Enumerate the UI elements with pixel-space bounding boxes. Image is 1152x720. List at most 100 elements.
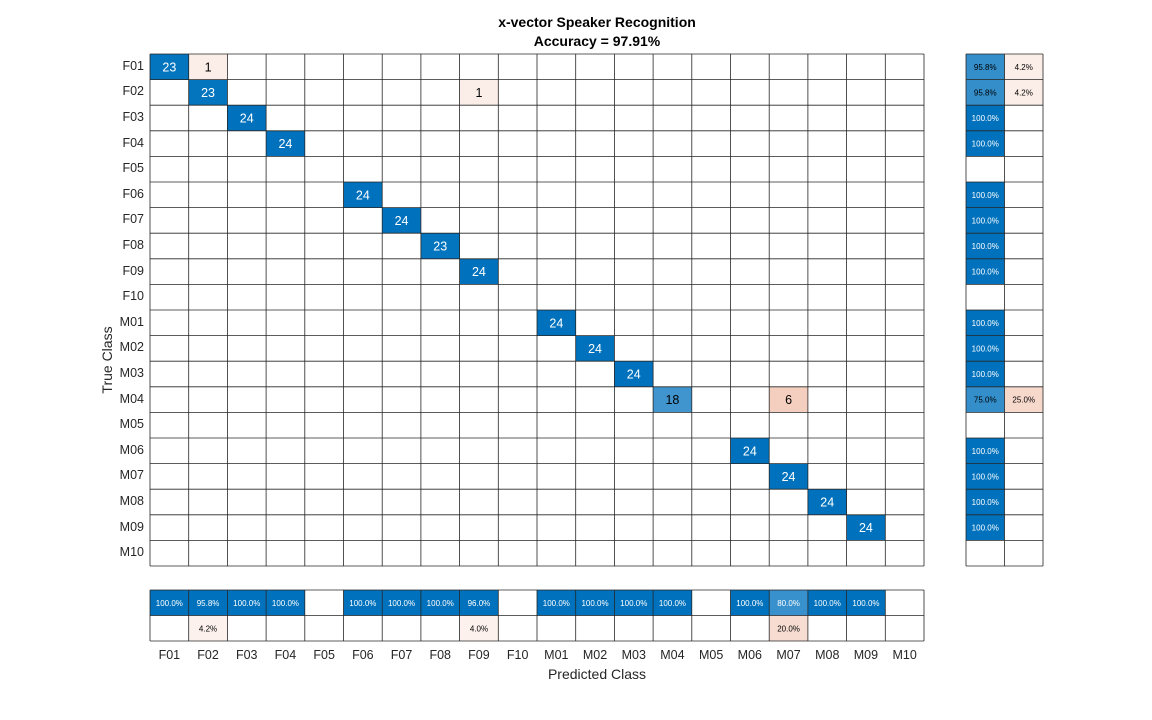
column-summary-cell <box>614 590 654 616</box>
column-tick-label: M03 <box>621 648 646 662</box>
matrix-cell-value: 24 <box>549 316 563 330</box>
column-summary-value: 100.0% <box>388 599 415 608</box>
row-tick-label: F02 <box>122 84 144 99</box>
matrix-cell-value: 23 <box>433 240 447 254</box>
column-tick-label: F08 <box>429 648 452 662</box>
row-summary-value: 100.0% <box>972 216 999 225</box>
column-summary-cell <box>188 590 228 616</box>
column-tick-label: F02 <box>197 648 219 662</box>
column-summary-cell <box>188 615 228 641</box>
matrix-cell <box>730 438 770 464</box>
column-summary-value: 100.0% <box>349 599 376 608</box>
matrix-cell <box>653 386 692 413</box>
row-summary-cell <box>966 361 1005 387</box>
matrix-cell <box>846 514 886 541</box>
matrix-cell <box>769 386 808 413</box>
column-tick-label: F10 <box>506 648 529 662</box>
matrix-cell-value: 23 <box>162 60 176 74</box>
matrix-cell <box>227 105 267 131</box>
row-tick-label: M05 <box>119 417 144 432</box>
column-summary-cell <box>150 590 189 616</box>
row-summary-value: 95.8% <box>974 88 997 97</box>
row-summary-cell <box>1004 386 1043 413</box>
row-tick-label: M09 <box>119 519 144 534</box>
row-summary-cell <box>966 310 1005 336</box>
matrix-cell <box>459 79 499 106</box>
row-summary-value: 100.0% <box>972 498 999 507</box>
row-tick-label: M02 <box>119 340 144 355</box>
matrix-cell-value: 6 <box>785 393 792 407</box>
chart-title: x-vector Speaker Recognition <box>498 14 696 30</box>
row-summary-cell <box>966 258 1005 285</box>
column-summary-value: 100.0% <box>543 599 570 608</box>
row-summary-value: 100.0% <box>972 447 999 456</box>
row-summary-cell <box>966 489 1005 515</box>
matrix-cell <box>807 489 847 515</box>
row-tick-label: F10 <box>122 289 144 304</box>
matrix-cell <box>266 130 305 157</box>
column-tick-label: M09 <box>853 648 879 662</box>
row-summary-cell <box>966 463 1005 490</box>
row-summary-cell <box>966 105 1005 131</box>
column-summary-value: 95.8% <box>197 599 220 608</box>
matrix-cell <box>188 54 228 80</box>
column-summary-cell <box>769 590 808 616</box>
column-tick-label: M02 <box>582 648 608 662</box>
matrix-cell-value: 24 <box>278 137 292 151</box>
matrix-cell-value: 18 <box>665 393 679 407</box>
row-tick-label: F07 <box>122 212 144 227</box>
matrix-cell-value: 24 <box>356 188 370 202</box>
column-summary-value: 100.0% <box>736 599 763 608</box>
column-tick-label: M01 <box>544 648 569 662</box>
column-summary-cell <box>459 590 499 616</box>
matrix-cell <box>459 258 499 285</box>
column-summary-cell <box>227 590 267 616</box>
row-summary-value: 4.2% <box>1015 88 1033 97</box>
column-tick-label: M08 <box>815 648 840 662</box>
row-summary-cell <box>966 79 1005 106</box>
row-tick-label: F08 <box>122 238 144 252</box>
column-summary-value: 100.0% <box>427 599 454 608</box>
column-summary-cell <box>846 590 886 616</box>
column-summary-cell <box>420 590 460 616</box>
row-summary-value: 25.0% <box>1012 396 1035 405</box>
row-tick-label: F03 <box>122 110 144 124</box>
matrix-cell-value: 1 <box>475 86 482 100</box>
row-summary-value: 100.0% <box>972 242 999 251</box>
row-summary-value: 4.2% <box>1015 63 1033 72</box>
matrix-cell-value: 1 <box>205 60 212 74</box>
matrix-cell-value: 24 <box>820 496 834 510</box>
row-tick-label: F09 <box>122 263 144 278</box>
column-summary-cell <box>769 615 808 641</box>
matrix-cell <box>769 463 808 490</box>
row-summary-value: 75.0% <box>974 396 997 405</box>
matrix-cell-value: 23 <box>201 86 215 100</box>
row-summary-cell <box>966 438 1005 464</box>
column-summary-value: 100.0% <box>659 599 686 608</box>
column-summary-cell <box>575 590 615 616</box>
column-summary-value: 100.0% <box>581 599 608 608</box>
row-summary-value: 100.0% <box>972 472 999 481</box>
column-tick-label: F06 <box>352 648 374 662</box>
matrix-cell-value: 24 <box>627 368 641 382</box>
column-summary-cell <box>343 590 383 616</box>
column-summary-cell <box>653 590 692 616</box>
matrix-cell <box>575 335 615 362</box>
row-summary-value: 95.8% <box>974 63 997 72</box>
matrix-cell <box>150 54 189 80</box>
row-tick-label: F05 <box>122 161 144 176</box>
row-summary-value: 100.0% <box>972 268 999 277</box>
row-tick-label: F04 <box>122 135 144 150</box>
column-tick-label: M04 <box>660 648 685 662</box>
row-tick-label: M08 <box>119 494 144 508</box>
row-summary-value: 100.0% <box>972 524 999 533</box>
column-summary-cell <box>382 590 421 616</box>
matrix-cell <box>420 233 460 259</box>
row-tick-label: M01 <box>119 314 144 329</box>
column-tick-label: M07 <box>776 648 801 662</box>
x-axis-label: Predicted Class <box>547 666 647 682</box>
row-summary-cell <box>1004 54 1043 80</box>
row-summary-cell <box>966 207 1005 234</box>
